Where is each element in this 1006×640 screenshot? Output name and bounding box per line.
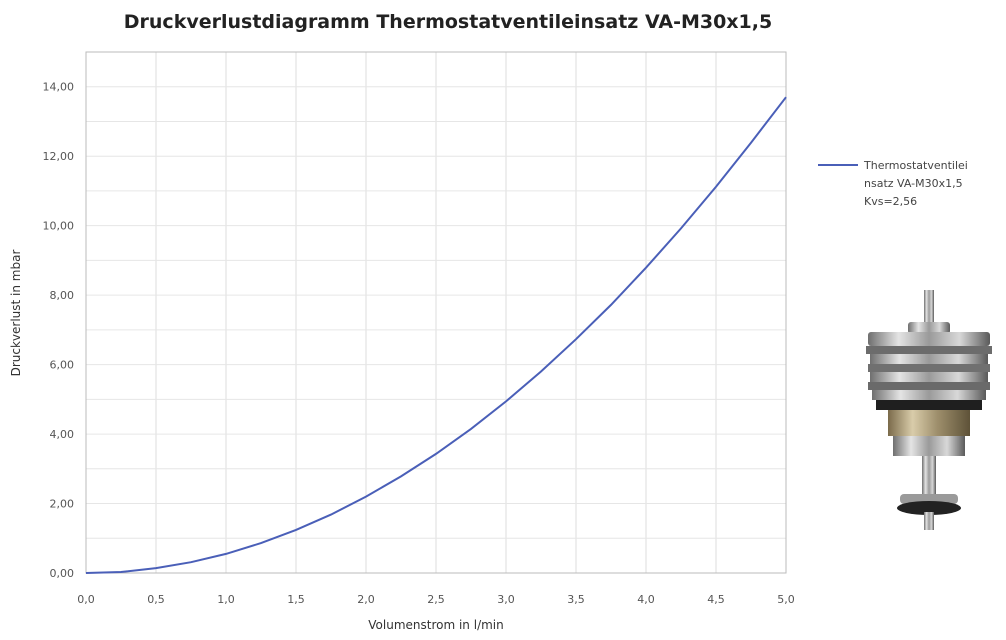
y-tick-label: 14,00 <box>43 81 75 94</box>
x-tick-label: 2,0 <box>357 593 375 606</box>
legend-label: nsatz VA-M30x1,5 <box>864 177 963 190</box>
x-tick-labels: 0,0 0,5 1,0 1,5 2,0 2,5 3,0 3,5 4,0 4,5 5,0 <box>77 593 795 606</box>
plot-frame <box>85 51 787 574</box>
x-tick-label: 4,5 <box>707 593 725 606</box>
legend-label: Thermostatventilei <box>863 159 968 172</box>
y-axis-label: Druckverlust in mbar <box>9 250 23 377</box>
y-tick-label: 10,00 <box>43 220 75 233</box>
x-axis-label: Volumenstrom in l/min <box>368 618 503 632</box>
y-tick-label: 2,00 <box>50 498 75 511</box>
x-tick-label: 1,5 <box>287 593 305 606</box>
x-tick-label: 1,0 <box>217 593 235 606</box>
x-tick-label: 0,0 <box>77 593 95 606</box>
x-tick-label: 4,0 <box>637 593 655 606</box>
x-tick-label: 5,0 <box>777 593 795 606</box>
series-layer <box>85 96 787 574</box>
series-line <box>85 96 787 574</box>
grid <box>85 51 787 573</box>
legend-label: Kvs=2,56 <box>864 195 917 208</box>
chart-title: Druckverlustdiagramm Thermostatventilein… <box>124 11 772 33</box>
y-tick-label: 8,00 <box>50 289 75 302</box>
y-tick-labels: 0,00 2,00 4,00 6,00 8,00 10,00 12,00 14,00 <box>43 81 75 580</box>
x-tick-label: 3,0 <box>497 593 515 606</box>
y-tick-label: 4,00 <box>50 428 75 441</box>
y-tick-label: 0,00 <box>50 567 75 580</box>
x-tick-label: 0,5 <box>147 593 165 606</box>
legend: Thermostatventilei nsatz VA-M30x1,5 Kvs=2,… <box>818 159 968 208</box>
y-tick-label: 6,00 <box>50 359 75 372</box>
x-tick-label: 2,5 <box>427 593 445 606</box>
thermostat-valve-insert-photo <box>866 290 992 530</box>
y-tick-label: 12,00 <box>43 150 75 163</box>
x-tick-label: 3,5 <box>567 593 585 606</box>
